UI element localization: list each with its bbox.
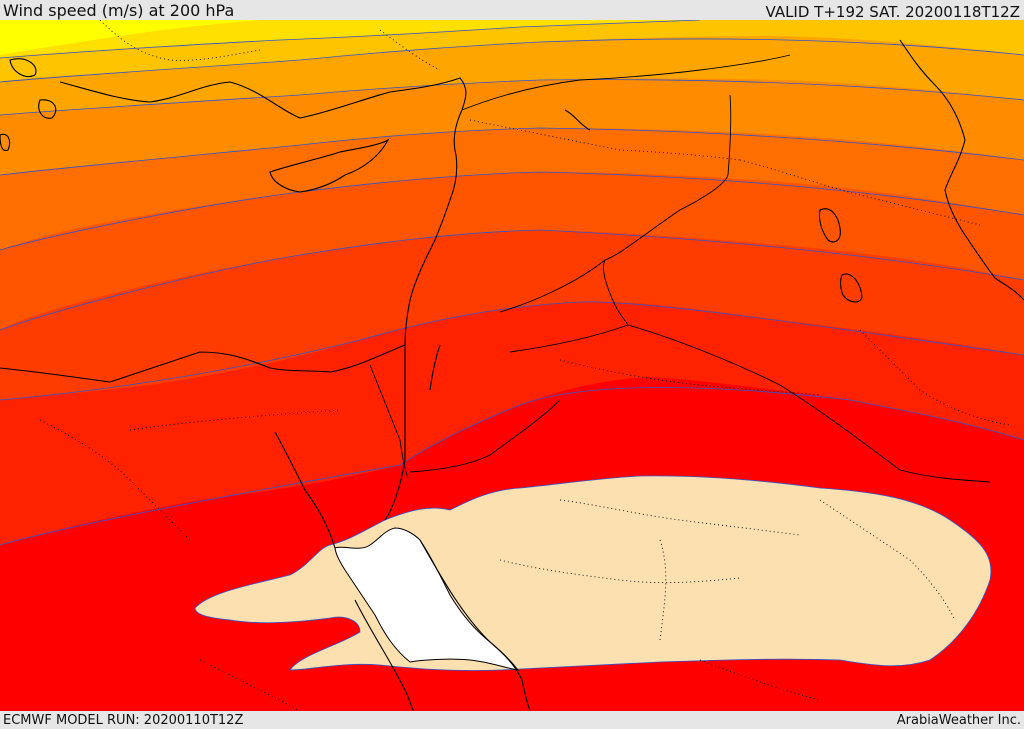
band-yellow: [0, 20, 260, 55]
band-yellow-gold: [0, 20, 700, 58]
header-bar: [0, 0, 1024, 20]
borders-dotted: [39, 20, 1011, 711]
model-run-label: ECMWF MODEL RUN: 20200110T12Z: [3, 713, 244, 728]
wind-speed-map: [0, 20, 1024, 711]
credit-label: ArabiaWeather Inc.: [896, 713, 1021, 728]
valid-time: VALID T+192 SAT. 20200118T12Z: [765, 3, 1020, 21]
contour-lines: [0, 20, 1024, 546]
footer-bar: [0, 711, 1024, 729]
coastlines: [0, 39, 1024, 711]
borders-solid: [369, 54, 991, 483]
map-title: Wind speed (m/s) at 200 hPa: [3, 1, 235, 20]
